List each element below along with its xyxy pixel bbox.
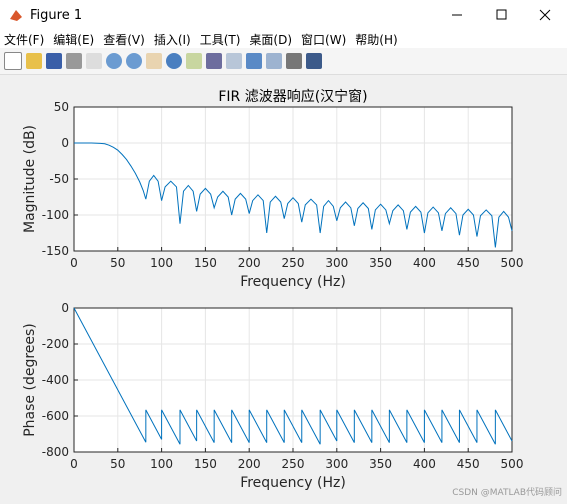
x-axis-label: Frequency (Hz) xyxy=(240,274,346,290)
toolbar xyxy=(0,48,567,75)
dock-button[interactable] xyxy=(306,53,322,69)
x-tick-label: 150 xyxy=(194,457,217,471)
zoom-out-button[interactable] xyxy=(126,53,142,69)
pan-button[interactable] xyxy=(146,53,162,69)
chart-title: FIR 滤波器响应(汉宁窗) xyxy=(218,88,367,105)
axes-box xyxy=(73,106,513,252)
x-tick-label: 150 xyxy=(194,256,217,270)
menu-item[interactable]: 文件(F) xyxy=(4,32,45,47)
y-tick-label: -400 xyxy=(42,373,69,387)
x-tick-label: 500 xyxy=(501,457,524,471)
y-axis-label: Phase (degrees) xyxy=(22,323,38,437)
title-bar: Figure 1 xyxy=(0,0,567,30)
hide-button[interactable] xyxy=(286,53,302,69)
open-button[interactable] xyxy=(26,53,42,69)
colorbar-button[interactable] xyxy=(246,53,262,69)
x-axis-label: Frequency (Hz) xyxy=(240,475,346,491)
x-tick-label: 500 xyxy=(501,256,524,270)
brush-button[interactable] xyxy=(206,53,222,69)
y-tick-label: -50 xyxy=(49,172,69,186)
window-controls[interactable] xyxy=(437,0,567,30)
x-tick-label: 450 xyxy=(457,256,480,270)
app-icon xyxy=(10,10,22,21)
window-title: Figure 1 xyxy=(30,7,83,23)
y-tick-label: 0 xyxy=(61,136,69,150)
y-tick-label: -200 xyxy=(42,337,69,351)
x-tick-label: 100 xyxy=(150,457,173,471)
x-tick-label: 300 xyxy=(325,457,348,471)
x-tick-label: 400 xyxy=(413,457,436,471)
x-tick-label: 100 xyxy=(150,256,173,270)
x-tick-label: 200 xyxy=(238,457,261,471)
menu-item[interactable]: 编辑(E) xyxy=(53,32,95,47)
menu-item[interactable]: 窗口(W) xyxy=(301,32,347,47)
menu-item[interactable]: 帮助(H) xyxy=(355,32,398,47)
menu-item[interactable]: 查看(V) xyxy=(103,32,145,47)
x-tick-label: 350 xyxy=(369,457,392,471)
figure: CSDN @MATLAB代码顾问 0 50 100 150 200 250 300 350 40… xyxy=(22,88,562,498)
save-button[interactable] xyxy=(46,53,62,69)
y-tick-label: 50 xyxy=(54,100,69,114)
rotate-button[interactable] xyxy=(166,53,182,69)
close[interactable] xyxy=(539,9,551,21)
menu-item[interactable]: 工具(T) xyxy=(199,32,241,47)
legend-button[interactable] xyxy=(266,53,282,69)
maximize[interactable] xyxy=(496,9,507,20)
x-tick-label: 0 xyxy=(70,457,78,471)
data-line xyxy=(73,307,513,445)
x-tick-label: 400 xyxy=(413,256,436,270)
watermark: CSDN @MATLAB代码顾问 xyxy=(452,486,562,498)
x-tick-label: 350 xyxy=(369,256,392,270)
x-tick-label: 250 xyxy=(282,457,305,471)
y-tick-label: 0 xyxy=(61,301,69,315)
y-tick-label: -800 xyxy=(42,445,69,459)
y-axis-label: Magnitude (dB) xyxy=(22,125,38,233)
x-tick-label: 50 xyxy=(110,256,125,270)
y-tick-label: -100 xyxy=(42,208,69,222)
x-tick-label: 50 xyxy=(110,457,125,471)
data-line xyxy=(74,142,513,248)
x-tick-label: 450 xyxy=(457,457,480,471)
x-tick-label: 250 xyxy=(282,256,305,270)
new-button[interactable] xyxy=(4,52,22,70)
menu-item[interactable]: 桌面(D) xyxy=(249,32,293,47)
select-button[interactable] xyxy=(86,53,102,69)
y-tick-label: -600 xyxy=(42,409,69,423)
axes-box xyxy=(73,307,513,453)
y-tick-label: -150 xyxy=(42,244,69,258)
menu-bar: 文件(F) 编辑(E) 查看(V) 插入(I) 工具(T) 桌面(D) 窗口(W) 帮助(H) xyxy=(0,30,567,48)
x-tick-label: 300 xyxy=(325,256,348,270)
print-button[interactable] xyxy=(66,53,82,69)
menu-item[interactable]: 插入(I) xyxy=(153,32,191,47)
datacursor-button[interactable] xyxy=(186,53,202,69)
x-tick-label: 0 xyxy=(70,256,78,270)
zoom-in-button[interactable] xyxy=(106,53,122,69)
x-tick-label: 200 xyxy=(238,256,261,270)
link-button[interactable] xyxy=(226,53,242,69)
